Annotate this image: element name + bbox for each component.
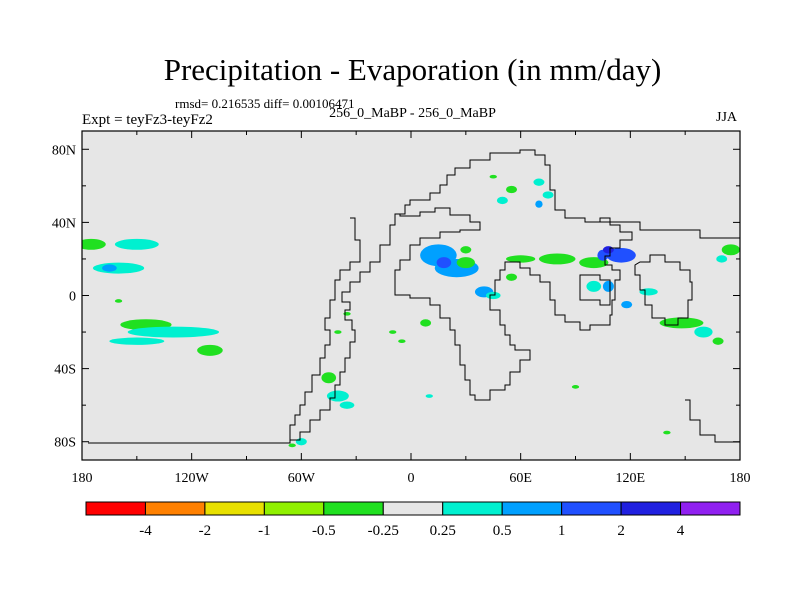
field-region bbox=[127, 326, 220, 338]
field-region bbox=[506, 273, 518, 281]
field-region bbox=[295, 438, 307, 446]
field-region bbox=[321, 372, 337, 384]
field-region bbox=[506, 255, 536, 263]
colorbar-swatch bbox=[680, 501, 741, 516]
x-tick-label: 120E bbox=[616, 471, 646, 486]
colorbar: -4 -2 -1 -0.5 -0.25 0.25 0.5 1 2 4 bbox=[85, 501, 741, 539]
field-region bbox=[716, 255, 728, 263]
field-region bbox=[571, 385, 580, 389]
field-region bbox=[535, 200, 543, 208]
x-tick-label: 180 bbox=[72, 471, 93, 486]
coastline-arctic bbox=[600, 221, 740, 239]
colorbar-swatch bbox=[204, 501, 265, 516]
colorbar-label: -2 bbox=[199, 523, 212, 539]
x-tick-label: 120W bbox=[175, 471, 210, 486]
field-region bbox=[460, 246, 472, 254]
season-label: JJA bbox=[716, 110, 738, 125]
field-region bbox=[542, 191, 554, 199]
field-region bbox=[436, 257, 452, 269]
field-region bbox=[114, 299, 123, 303]
field-region bbox=[712, 337, 724, 345]
colorbar-swatch bbox=[323, 501, 384, 516]
field-region bbox=[197, 344, 223, 356]
field-region bbox=[425, 394, 433, 398]
y-tick-label: 80S bbox=[54, 436, 76, 451]
colorbar-swatch bbox=[561, 501, 622, 516]
y-tick-label: 40N bbox=[52, 216, 76, 231]
field-region bbox=[506, 185, 518, 194]
field-region bbox=[334, 330, 342, 334]
colorbar-swatch bbox=[382, 501, 444, 516]
coastline-australia bbox=[634, 254, 693, 326]
colorbar-swatch bbox=[442, 501, 503, 516]
field-region bbox=[343, 311, 351, 316]
field-region bbox=[420, 319, 432, 327]
coastline-antarctica bbox=[88, 440, 291, 444]
field-region bbox=[114, 238, 159, 250]
field-region bbox=[326, 390, 349, 402]
field-region bbox=[456, 257, 475, 269]
field-region bbox=[663, 430, 671, 435]
field-region bbox=[92, 262, 145, 274]
field-region bbox=[538, 253, 576, 265]
colorbar-label: 1 bbox=[558, 523, 566, 539]
field-region bbox=[606, 247, 636, 263]
colorbar-label: -4 bbox=[139, 523, 152, 539]
colorbar-swatch bbox=[263, 501, 325, 516]
colorbar-label: 0.5 bbox=[493, 523, 512, 539]
field-region bbox=[82, 238, 106, 250]
field-region bbox=[659, 317, 704, 329]
y-tick-label: 0 bbox=[69, 290, 76, 305]
field-region bbox=[288, 443, 296, 448]
experiment-label: Expt = teyFz3-teyFz2 bbox=[82, 112, 213, 128]
x-tick-label: 60W bbox=[288, 471, 316, 486]
axis-ticks bbox=[81, 131, 741, 460]
colorbar-swatch bbox=[501, 501, 563, 516]
field-region bbox=[109, 337, 165, 345]
colorbar-label: -0.25 bbox=[368, 523, 399, 539]
colorbar-label: 0.25 bbox=[430, 523, 456, 539]
field-region bbox=[102, 264, 117, 272]
field-region bbox=[533, 178, 545, 186]
field-region bbox=[602, 280, 614, 292]
coastline-east bbox=[685, 399, 740, 443]
colorbar-swatch bbox=[85, 501, 146, 516]
x-tick-label: 60E bbox=[509, 471, 532, 486]
field-region bbox=[621, 300, 633, 309]
coastline-americas bbox=[289, 213, 400, 441]
field-region bbox=[496, 196, 508, 205]
coastline-se-asia bbox=[579, 274, 611, 306]
field-region bbox=[721, 244, 740, 256]
field-region bbox=[398, 339, 406, 344]
coastlines bbox=[88, 149, 740, 444]
colorbar-label: 4 bbox=[677, 523, 685, 539]
coastline-africa-eurasia bbox=[394, 149, 633, 401]
axis-tick-labels: 180 120W 60W 0 60E 120E 180 80N 40N 0 40S 80S bbox=[52, 143, 751, 486]
field-region bbox=[586, 280, 602, 292]
field-region bbox=[489, 174, 497, 179]
field-region bbox=[639, 288, 658, 296]
chart-title: Precipitation - Evaporation (in mm/day) bbox=[163, 52, 662, 87]
field-region bbox=[602, 246, 614, 254]
colorbar-swatch bbox=[620, 501, 682, 516]
colorbar-swatch bbox=[144, 501, 206, 516]
colorbar-label: 2 bbox=[617, 523, 625, 539]
y-tick-label: 40S bbox=[54, 363, 76, 378]
field-region bbox=[389, 330, 397, 334]
x-tick-label: 0 bbox=[408, 471, 415, 486]
x-tick-label: 180 bbox=[730, 471, 751, 486]
field-regions bbox=[82, 174, 740, 448]
field-region bbox=[339, 401, 355, 409]
field-region bbox=[694, 326, 713, 338]
colorbar-label: -0.5 bbox=[312, 523, 336, 539]
rmsd-diff-stats: rmsd= 0.216535 diff= 0.00106471 bbox=[175, 96, 355, 111]
y-tick-label: 80N bbox=[52, 143, 76, 158]
case-label: 256_0_MaBP - 256_0_MaBP bbox=[329, 106, 496, 121]
map-background bbox=[82, 131, 740, 460]
colorbar-label: -1 bbox=[258, 523, 271, 539]
